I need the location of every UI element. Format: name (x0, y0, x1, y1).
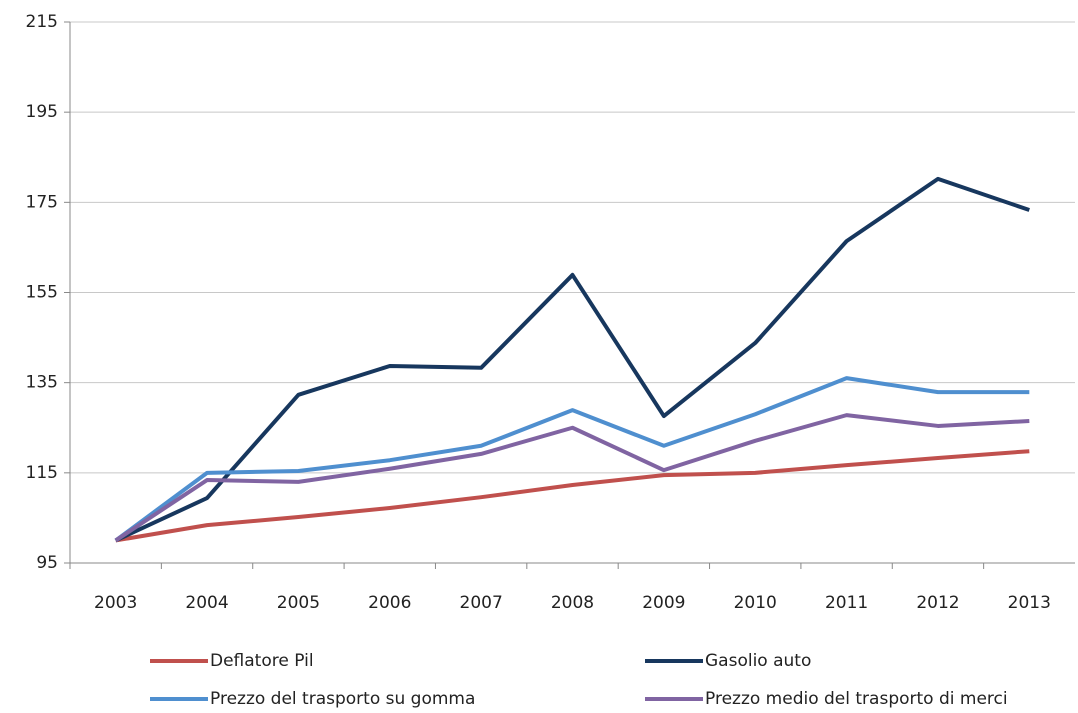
legend-label: Gasolio auto (705, 651, 811, 671)
x-tick-label: 2008 (551, 593, 594, 613)
x-tick-label: 2011 (825, 593, 868, 613)
x-tick-label: 2003 (94, 593, 137, 613)
x-tick-label: 2004 (185, 593, 228, 613)
x-tick-label: 2005 (277, 593, 320, 613)
x-tick-label: 2007 (460, 593, 503, 613)
line-series (114, 413, 1030, 543)
line-series (115, 449, 1030, 543)
line-series (114, 176, 1030, 543)
y-tick-label: 215 (26, 12, 58, 32)
y-tick-label: 115 (26, 463, 58, 483)
line-series (114, 376, 1030, 543)
x-tick-label: 2006 (368, 593, 411, 613)
y-tick-label: 155 (26, 283, 58, 303)
y-tick-label: 175 (26, 192, 58, 212)
legend-label: Prezzo del trasporto su gomma (210, 689, 475, 709)
y-tick-label: 95 (36, 553, 58, 573)
y-tick-label: 135 (26, 373, 58, 393)
x-tick-label: 2013 (1008, 593, 1051, 613)
legend-label: Prezzo medio del trasporto di merci (705, 689, 1008, 709)
x-tick-label: 2009 (642, 593, 685, 613)
x-tick-label: 2012 (916, 593, 959, 613)
legend-label: Deflatore Pil (210, 651, 314, 671)
x-tick-label: 2010 (734, 593, 777, 613)
y-tick-label: 195 (26, 102, 58, 122)
